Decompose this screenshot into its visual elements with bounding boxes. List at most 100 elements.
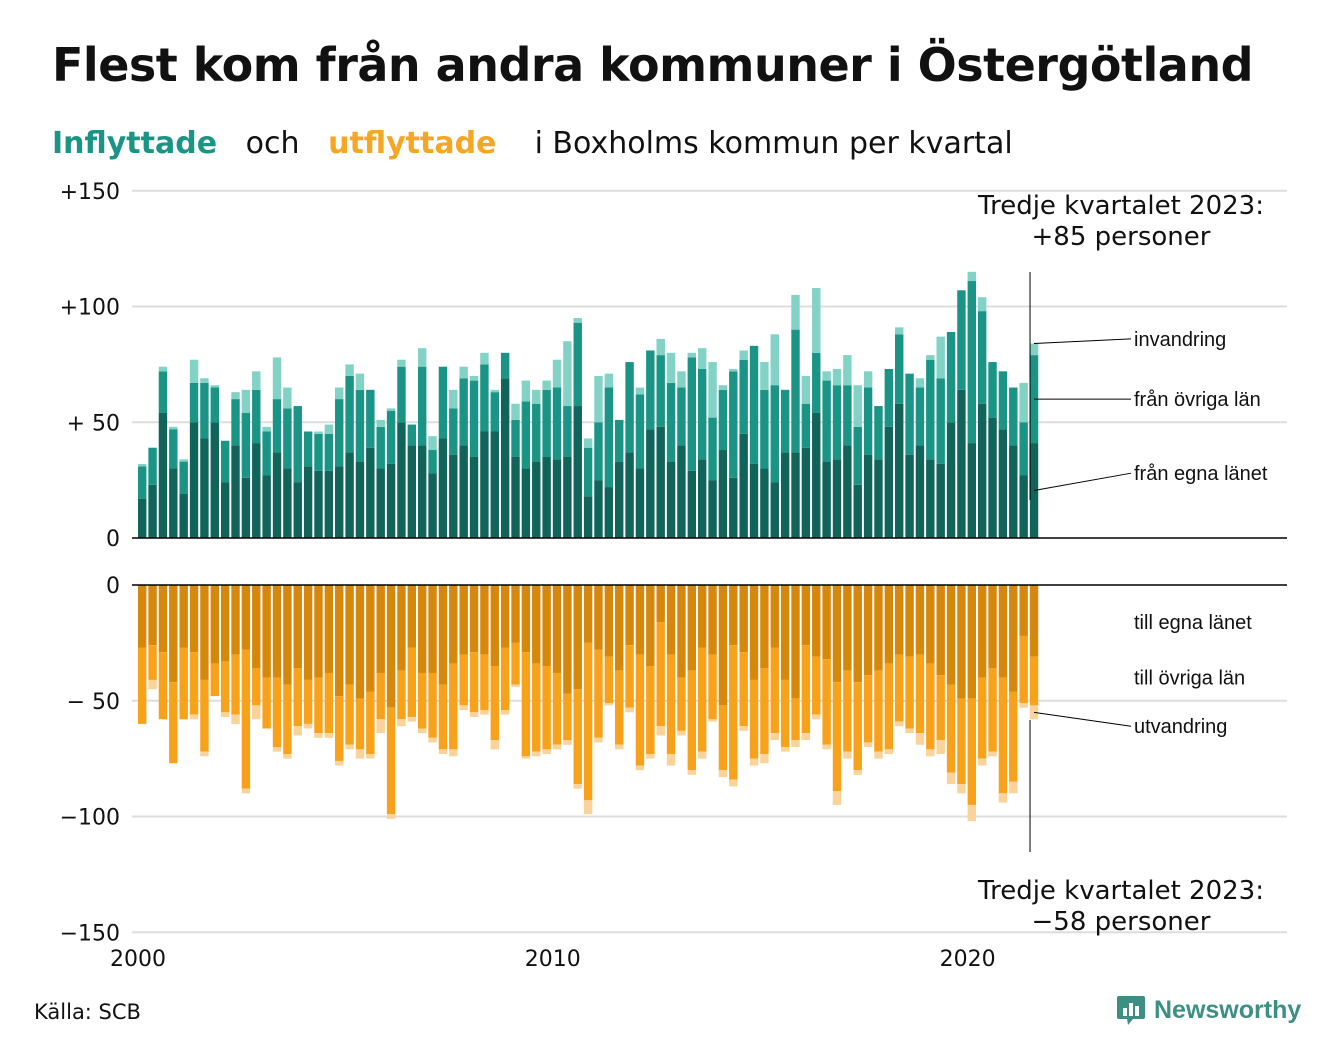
series-label-out-1: till övriga län xyxy=(1134,668,1245,690)
bar-out-0 xyxy=(946,585,956,685)
bar-in-2 xyxy=(542,380,551,390)
bar-out-1 xyxy=(801,645,811,734)
bar-in-0 xyxy=(967,443,976,538)
bar-out-2 xyxy=(749,758,759,766)
bar-out-1 xyxy=(760,668,769,754)
bar-out-0 xyxy=(594,585,603,650)
bar-out-2 xyxy=(697,751,707,759)
bar-in-1 xyxy=(936,378,945,464)
bar-in-0 xyxy=(397,422,406,538)
bar-out-1 xyxy=(926,663,935,750)
bar-in-1 xyxy=(687,357,697,471)
bar-in-0 xyxy=(905,454,914,538)
bar-in-1 xyxy=(895,334,904,404)
bar-out-0 xyxy=(604,585,614,657)
bar-out-0 xyxy=(760,585,769,669)
bar-in-1 xyxy=(459,378,468,446)
bar-in-1 xyxy=(200,382,209,439)
bar-in-0 xyxy=(604,487,614,538)
bar-out-2 xyxy=(355,749,365,759)
bar-out-0 xyxy=(832,585,842,683)
annotations: Tredje kvartalet 2023:+85 personerTredje… xyxy=(977,191,1264,937)
bar-out-0 xyxy=(770,585,779,648)
bar-in-0 xyxy=(843,445,852,538)
bar-out-2 xyxy=(853,770,862,775)
bar-out-2 xyxy=(1009,781,1018,794)
bar-out-0 xyxy=(521,585,531,653)
bar-in-0 xyxy=(542,456,551,538)
bar-out-0 xyxy=(158,585,168,653)
bar-out-2 xyxy=(417,728,427,734)
bar-out-1 xyxy=(366,691,375,754)
bar-in-0 xyxy=(480,431,489,538)
bar-in-1 xyxy=(376,426,385,469)
bar-out-0 xyxy=(469,585,479,653)
bar-out-2 xyxy=(905,728,914,734)
bar-out-1 xyxy=(449,663,458,750)
bar-in-1 xyxy=(708,417,717,481)
bar-out-1 xyxy=(532,663,541,752)
bar-out-2 xyxy=(241,788,251,794)
bar-out-1 xyxy=(604,656,614,704)
bar-out-1 xyxy=(822,659,831,745)
bar-out-2 xyxy=(563,740,572,745)
bar-out-1 xyxy=(946,684,956,773)
bar-out-2 xyxy=(646,753,655,759)
bar-out-1 xyxy=(293,668,302,727)
bar-out-1 xyxy=(895,654,904,722)
bar-in-0 xyxy=(874,459,883,538)
bar-in-0 xyxy=(293,482,302,538)
y-tick-label: + 50 xyxy=(67,411,120,436)
bar-in-2 xyxy=(314,431,323,434)
bar-out-1 xyxy=(957,698,966,785)
bar-out-0 xyxy=(646,585,655,667)
bar-out-1 xyxy=(739,652,748,727)
bar-in-2 xyxy=(708,362,717,418)
bar-in-1 xyxy=(449,408,458,455)
bar-in-1 xyxy=(615,419,624,462)
bar-in-2 xyxy=(200,378,209,383)
bar-in-2 xyxy=(729,369,738,372)
callout-bottom-line2: −58 personer xyxy=(1032,907,1211,937)
bar-out-0 xyxy=(967,585,976,699)
bar-in-0 xyxy=(366,447,375,538)
bar-in-1 xyxy=(625,362,634,453)
bar-in-0 xyxy=(200,438,209,538)
bar-out-2 xyxy=(438,749,448,754)
bar-out-2 xyxy=(189,714,199,720)
bar-out-2 xyxy=(314,733,323,738)
bar-in-0 xyxy=(345,452,354,538)
bar-out-0 xyxy=(283,585,292,685)
series-label-0: från egna länet xyxy=(1134,463,1268,485)
bar-out-2 xyxy=(770,733,779,741)
bar-out-1 xyxy=(791,698,800,741)
bar-in-1 xyxy=(729,371,738,478)
bar-out-2 xyxy=(459,705,468,711)
bar-in-1 xyxy=(386,410,396,464)
bar-in-1 xyxy=(148,447,157,485)
bar-out-1 xyxy=(148,645,157,680)
bar-out-0 xyxy=(863,585,873,676)
bar-in-0 xyxy=(386,463,396,538)
bar-out-2 xyxy=(625,707,634,713)
bar-in-0 xyxy=(760,468,769,538)
bar-in-1 xyxy=(272,399,282,453)
bar-out-1 xyxy=(480,654,489,711)
y-tick-label: −150 xyxy=(60,921,120,946)
bar-in-2 xyxy=(895,327,904,335)
bar-out-2 xyxy=(822,744,831,750)
bar-in-1 xyxy=(252,389,261,444)
bar-in-1 xyxy=(324,433,334,471)
bar-in-0 xyxy=(739,433,748,538)
bar-in-0 xyxy=(677,445,686,538)
bar-out-0 xyxy=(739,585,748,653)
bar-in-2 xyxy=(583,438,593,448)
bar-in-0 xyxy=(718,450,728,538)
bar-in-1 xyxy=(490,392,499,432)
bar-in-2 xyxy=(480,352,489,365)
bar-in-0 xyxy=(272,452,282,538)
bar-in-2 xyxy=(656,338,665,356)
bar-in-1 xyxy=(791,329,800,453)
bar-in-1 xyxy=(480,364,489,432)
